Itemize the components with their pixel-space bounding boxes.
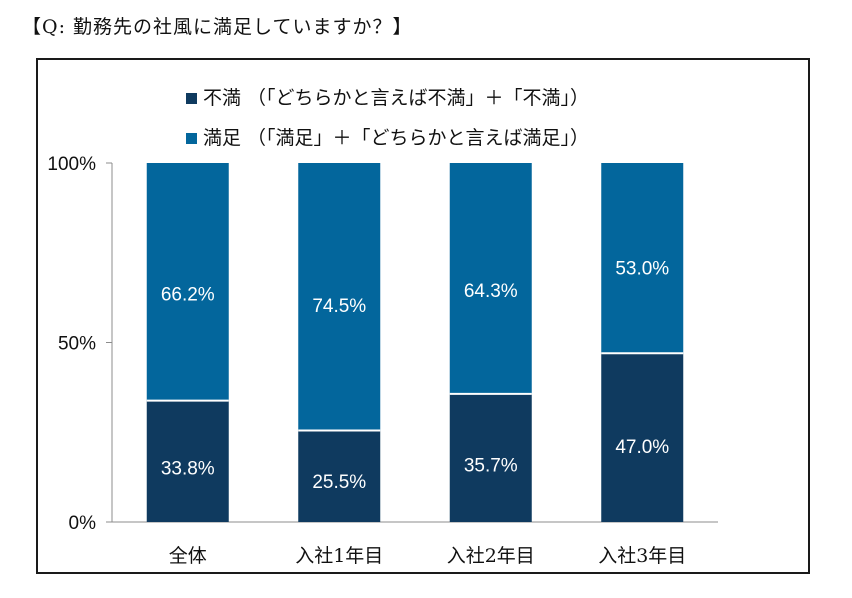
legend-label-dissatisfied: 不満 （「どちらかと言えば不満」＋「不満」） bbox=[203, 86, 590, 109]
data-label-dissatisfied: 47.0% bbox=[615, 437, 669, 458]
data-label-dissatisfied: 35.7% bbox=[464, 455, 518, 476]
legend-item-satisfied: 満足 （「満足」＋「どちらかと言えば満足」） bbox=[186, 116, 589, 156]
bar-segment-dissatisfied bbox=[601, 353, 684, 522]
legend-label-satisfied: 満足 （「満足」＋「どちらかと言えば満足」） bbox=[203, 126, 590, 149]
bar-segment-satisfied bbox=[146, 163, 229, 401]
bar-segment-satisfied bbox=[601, 163, 684, 354]
x-category-label: 入社3年目 bbox=[598, 545, 686, 567]
x-category-label: 全体 bbox=[169, 545, 207, 567]
x-category-label: 入社1年目 bbox=[295, 545, 383, 567]
y-tick-label: 50% bbox=[58, 334, 96, 355]
legend-item-dissatisfied: 不満 （「どちらかと言えば不満」＋「不満」） bbox=[186, 76, 589, 116]
data-label-dissatisfied: 33.8% bbox=[161, 458, 215, 479]
bar-segment-dissatisfied bbox=[449, 393, 532, 522]
bar-segment-satisfied bbox=[449, 163, 532, 394]
y-tick-label: 0% bbox=[69, 513, 97, 534]
bar-segment-dissatisfied bbox=[298, 430, 381, 522]
bar-segment-dissatisfied bbox=[146, 400, 229, 522]
bar-segment-satisfied bbox=[298, 163, 381, 431]
legend-swatch-satisfied bbox=[186, 132, 197, 144]
data-label-satisfied: 53.0% bbox=[615, 259, 669, 280]
x-category-label: 入社2年目 bbox=[447, 545, 535, 567]
y-tick-label: 100% bbox=[47, 154, 96, 175]
chart-legend: 不満 （「どちらかと言えば不満」＋「不満」） 満足 （「満足」＋「どちらかと言え… bbox=[186, 76, 589, 156]
data-label-satisfied: 66.2% bbox=[161, 285, 215, 306]
data-label-satisfied: 74.5% bbox=[312, 296, 366, 317]
data-label-dissatisfied: 25.5% bbox=[312, 472, 366, 493]
page-title: 【Q: 勤務先の社風に満足していますか？】 bbox=[22, 16, 413, 38]
legend-swatch-dissatisfied bbox=[186, 92, 197, 104]
data-label-satisfied: 64.3% bbox=[464, 281, 518, 302]
